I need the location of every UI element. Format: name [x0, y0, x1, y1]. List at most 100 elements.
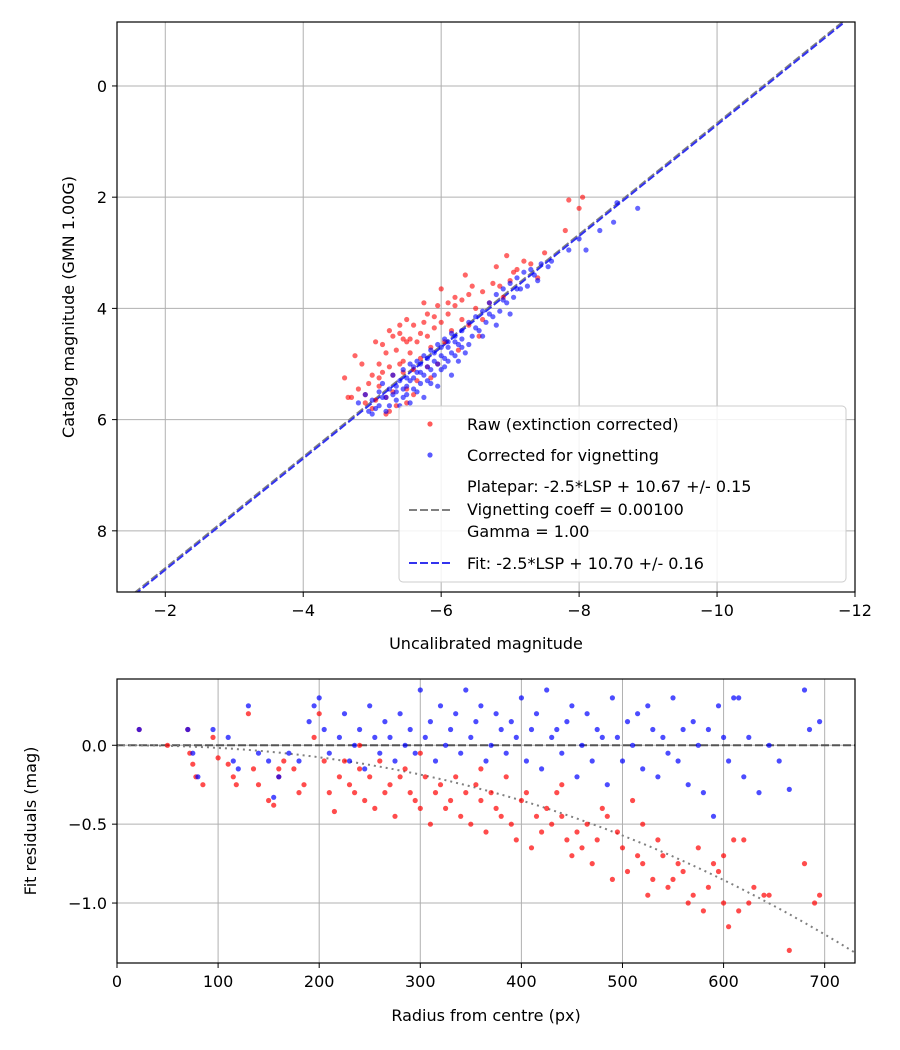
bottom-raw-point: [710, 861, 717, 867]
bottom-corrected-point: [245, 703, 251, 709]
bottom-raw-point: [559, 782, 565, 788]
top-corrected-point: [390, 372, 396, 378]
bottom-corrected-point: [326, 750, 332, 756]
bottom-corrected-point: [533, 711, 540, 717]
bottom-model-lines: [117, 744, 855, 954]
bottom-corrected-point: [306, 719, 312, 725]
bottom-corrected-point: [190, 750, 196, 756]
top-raw-point: [407, 350, 413, 356]
legend-corrected-marker: [427, 452, 433, 458]
top-raw-point: [431, 314, 437, 320]
top-raw-point: [369, 372, 375, 378]
top-corrected-point: [528, 266, 534, 273]
bottom-raw-point: [164, 742, 171, 748]
bottom-raw-point: [670, 876, 676, 883]
bottom-corrected-point: [255, 750, 262, 756]
top-x-tick-label: −2: [153, 601, 177, 620]
bottom-corrected-point: [731, 695, 737, 701]
top-raw-point: [386, 364, 392, 370]
top-raw-point: [417, 330, 424, 336]
bottom-corrected-point: [675, 758, 681, 764]
top-corrected-point: [373, 405, 379, 412]
bottom-corrected-point: [726, 758, 732, 764]
top-corrected-point: [386, 386, 392, 392]
bottom-corrected-point: [746, 734, 752, 741]
top-raw-point: [393, 347, 399, 353]
top-corrected-point: [404, 383, 410, 389]
top-raw-point: [421, 300, 427, 306]
bottom-x-tick-label: 500: [607, 972, 638, 991]
bottom-corrected-point: [645, 703, 651, 709]
bottom-raw-point: [726, 924, 732, 930]
bottom-corrected-point: [630, 742, 636, 748]
bottom-corrected-point: [321, 726, 327, 733]
top-raw-point: [438, 286, 444, 292]
bottom-raw-point: [700, 908, 707, 914]
bottom-x-tick-label: 200: [304, 972, 335, 991]
bottom-raw-point: [493, 805, 499, 812]
bottom-raw-point: [614, 829, 621, 835]
bottom-raw-point: [443, 805, 449, 812]
bottom-raw-point: [341, 758, 348, 764]
bottom-corrected-point: [817, 719, 823, 725]
bottom-raw-point: [215, 755, 221, 761]
bottom-corrected-point: [766, 742, 772, 748]
bottom-corrected-point: [776, 758, 782, 764]
bottom-corrected-point: [539, 766, 545, 772]
legend-platepar-line3: Gamma = 1.00: [467, 522, 589, 541]
bottom-raw-point: [539, 829, 545, 835]
bottom-corrected-point: [230, 758, 236, 764]
bottom-raw-point: [357, 742, 363, 748]
bottom-corrected-point: [235, 766, 241, 772]
top-corrected-point: [455, 358, 461, 364]
top-corrected-point: [452, 353, 458, 359]
bottom-raw-point: [640, 821, 646, 827]
bottom-corrected-point: [604, 782, 610, 788]
bottom-raw-point: [812, 900, 818, 906]
bottom-raw-point: [346, 782, 353, 788]
top-raw-point: [373, 339, 379, 345]
bottom-corrected-point: [528, 726, 535, 733]
bottom-corrected-point: [488, 742, 494, 748]
bottom-raw-point: [311, 734, 317, 741]
top-y-tick-label: 0: [97, 77, 107, 96]
bottom-raw-point: [786, 947, 792, 954]
top-raw-point: [390, 333, 396, 339]
top-raw-point: [438, 319, 444, 325]
bottom-raw-point: [746, 900, 752, 906]
bottom-raw-point: [751, 884, 757, 890]
bottom-raw-point: [468, 821, 474, 827]
top-raw-point: [376, 375, 382, 381]
top-corrected-point: [379, 394, 386, 400]
top-corrected-point: [411, 364, 417, 370]
bottom-raw-point: [609, 876, 616, 883]
top-raw-point: [421, 319, 427, 325]
legend-raw-marker: [427, 421, 433, 427]
top-corrected-point: [500, 297, 506, 303]
bottom-raw-point: [655, 837, 661, 843]
top-corrected-point: [490, 314, 496, 320]
bottom-corrected-point: [443, 742, 449, 748]
bottom-corrected-point: [721, 734, 727, 741]
top-raw-point: [424, 311, 430, 317]
bottom-raw-point: [331, 808, 337, 815]
top-raw-point: [435, 303, 441, 309]
bottom-raw-point: [367, 774, 373, 780]
bottom-raw-point: [321, 758, 327, 764]
top-corrected-point: [469, 333, 475, 339]
bottom-corrected-point: [695, 742, 701, 748]
bottom-corrected-point: [599, 734, 605, 741]
bottom-raw-point: [190, 761, 196, 767]
top-raw-point: [473, 305, 479, 311]
top-corrected-point: [514, 275, 520, 281]
top-corrected-point: [428, 367, 434, 373]
bottom-corrected-point: [448, 726, 454, 733]
top-corrected-point: [407, 378, 413, 384]
bottom-raw-point: [266, 797, 272, 804]
bottom-raw-point: [417, 750, 423, 756]
top-corrected-point: [435, 383, 441, 389]
top-raw-point: [379, 341, 386, 348]
top-corrected-point: [493, 322, 499, 328]
top-raw-point: [379, 369, 386, 375]
top-corrected-point: [521, 269, 527, 275]
